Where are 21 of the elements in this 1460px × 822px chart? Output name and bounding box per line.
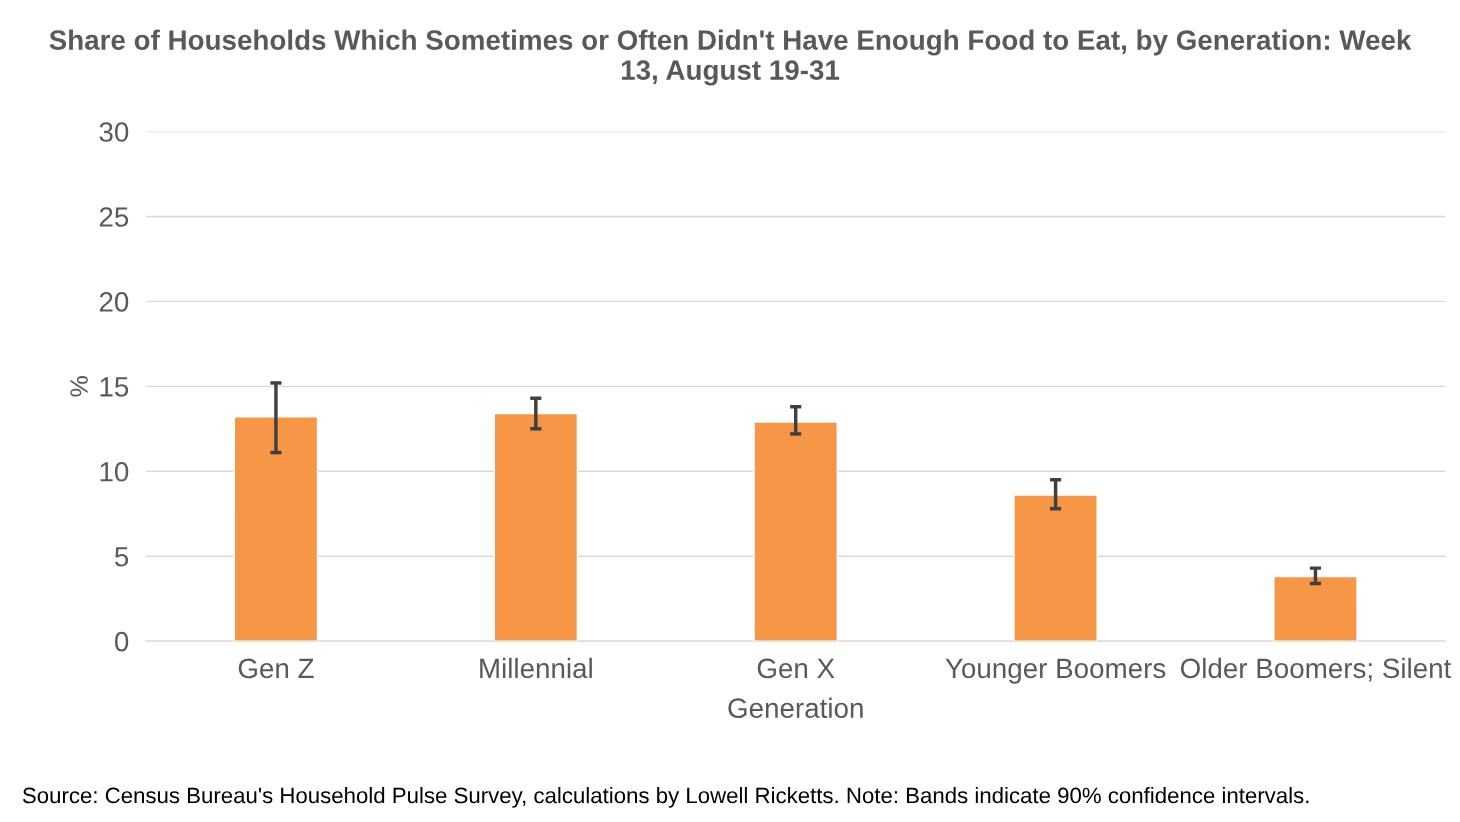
bar <box>233 416 319 642</box>
bar <box>1013 494 1098 642</box>
x-tick-label: Gen Z <box>238 658 314 679</box>
y-tick-label: 25 <box>99 207 129 227</box>
y-tick-label: 15 <box>100 377 129 397</box>
x-axis-title: Generation <box>728 697 863 719</box>
bar <box>493 412 579 642</box>
y-tick-label: 10 <box>100 461 129 482</box>
chart-title: Share of Households Which Sometimes or Often Didn't Have Enough Food to Eat, by Generation: Week 13, August 19-31 <box>49 29 1412 86</box>
y-tick-label: 0 <box>114 631 129 652</box>
source-note: Source: Census Bureau's Household Pulse Survey, calculations by Lowell Ricketts. Note: Bands indicate 90% confidence intervals. <box>22 786 1309 808</box>
x-tick-label: Older Boomers; Silent <box>1180 657 1452 682</box>
y-axis-title: % <box>70 376 88 397</box>
x-tick-label: Younger Boomers <box>945 658 1166 684</box>
x-tick-label: Gen X <box>757 658 835 679</box>
x-tick-label: Millennial <box>480 657 592 679</box>
bar <box>1273 575 1358 642</box>
y-tick-label: 5 <box>115 547 129 567</box>
y-tick-label: 20 <box>99 292 129 312</box>
bar <box>753 421 838 642</box>
y-tick-label: 30 <box>99 122 129 142</box>
